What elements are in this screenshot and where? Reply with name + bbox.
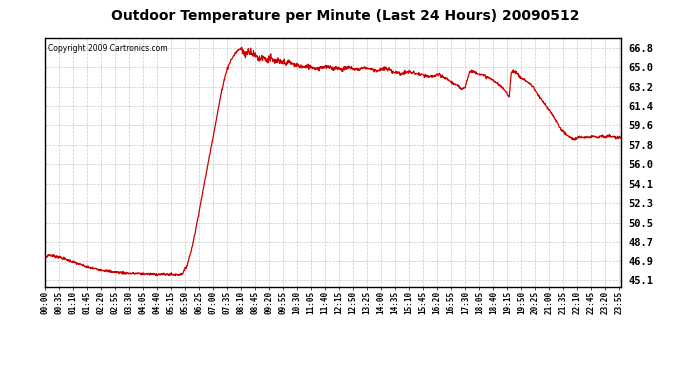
Text: Copyright 2009 Cartronics.com: Copyright 2009 Cartronics.com [48, 44, 168, 53]
Text: Outdoor Temperature per Minute (Last 24 Hours) 20090512: Outdoor Temperature per Minute (Last 24 … [111, 9, 579, 23]
